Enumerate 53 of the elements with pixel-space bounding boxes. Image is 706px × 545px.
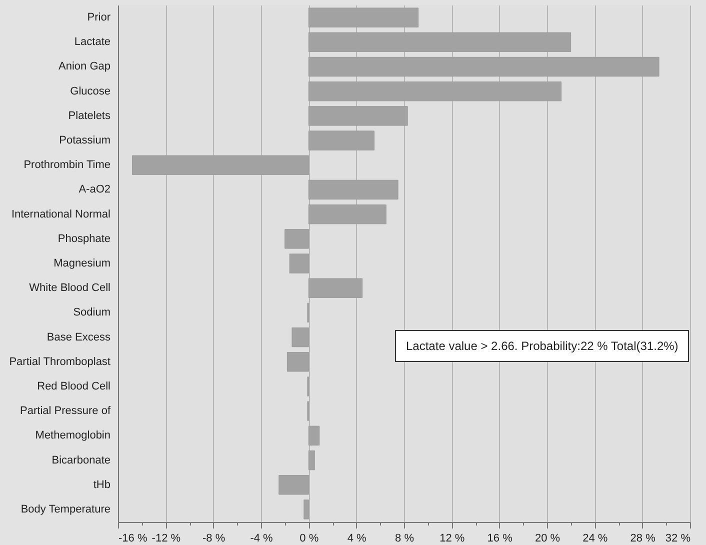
bar — [308, 106, 408, 126]
y-tick-label: A-aO2 — [78, 184, 110, 196]
y-tick-label: tHb — [93, 478, 110, 491]
y-tick-label: Platelets — [68, 110, 111, 122]
y-tick-label: Magnesium — [54, 258, 110, 270]
x-tick-label: 28 % — [630, 532, 656, 544]
bar — [292, 327, 309, 348]
x-tick-label: -12 % — [152, 532, 181, 544]
y-tick-label: Anion Gap — [58, 60, 110, 73]
y-tick-label: Partial Thromboplast — [9, 356, 110, 368]
x-tick-label: -4 % — [250, 532, 274, 544]
bar — [289, 254, 309, 274]
bar — [304, 500, 309, 520]
y-tick-label: Sodium — [73, 306, 110, 319]
y-tick-label: Lactate — [74, 36, 110, 48]
x-tick-label: 8 % — [395, 532, 414, 544]
y-tick-label: Prothrombin Time — [24, 159, 110, 172]
x-tick-label: 24 % — [582, 532, 608, 544]
y-tick-label: Methemoglobin — [35, 430, 110, 442]
bar — [286, 352, 309, 372]
y-tick-label: Phosphate — [58, 232, 110, 245]
bar — [308, 130, 374, 150]
bar — [308, 180, 398, 200]
x-tick-label: -8 % — [202, 532, 226, 544]
y-tick-label: Body Temperature — [20, 503, 110, 516]
y-tick-label: International Normal — [11, 208, 110, 220]
y-tick-label: White Blood Cell — [29, 282, 110, 294]
bar — [308, 8, 419, 28]
bar — [132, 155, 309, 175]
bar — [284, 229, 309, 249]
y-tick-label: Base Excess — [46, 331, 111, 344]
y-tick-label: Potassium — [59, 134, 110, 147]
x-tick-label: 0 % — [300, 532, 319, 544]
x-tick-label: 32 % — [665, 532, 691, 544]
bar — [308, 81, 562, 102]
y-tick-label: Partial Pressure of — [20, 405, 112, 418]
y-tick-label: Bicarbonate — [52, 454, 110, 466]
y-tick-label: Prior — [87, 12, 111, 24]
bar — [308, 56, 660, 77]
y-tick-label: Glucose — [70, 85, 110, 98]
x-tick-label: 16 % — [487, 532, 513, 544]
x-tick-label: -16 % — [118, 532, 148, 544]
bar — [308, 426, 320, 446]
x-tick-label: 20 % — [534, 532, 560, 544]
bar — [278, 475, 309, 495]
bar — [308, 204, 386, 224]
x-tick-label: 12 % — [440, 532, 465, 544]
bar — [308, 278, 363, 298]
bar — [308, 32, 572, 52]
annotation: Lactate value > 2.66. Probability:22 % Total(31.2%) — [395, 330, 690, 362]
x-tick-label: 4 % — [347, 532, 367, 544]
bar — [308, 450, 315, 470]
y-tick-label: Red Blood Cell — [37, 380, 110, 392]
